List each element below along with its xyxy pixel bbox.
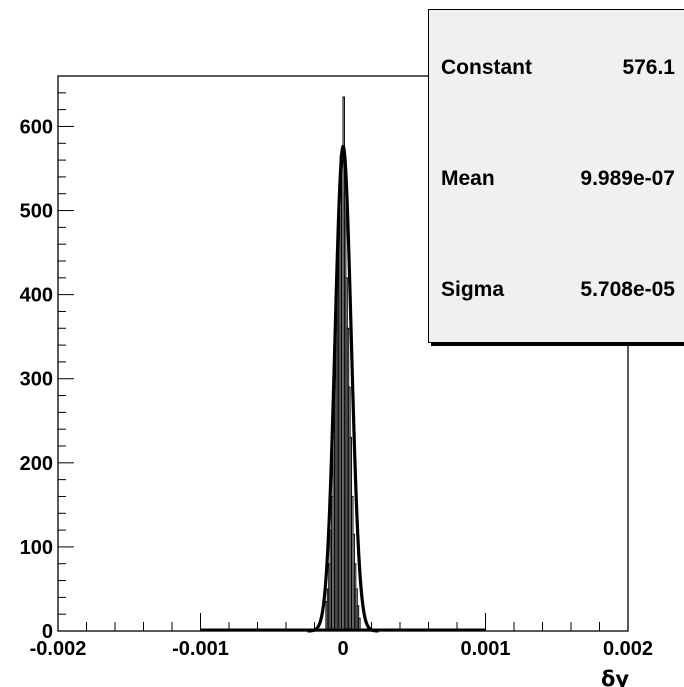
stat-name-mean: Mean <box>441 167 495 190</box>
y-tick-label: 400 <box>20 285 53 307</box>
x-tick-label: 0.002 <box>603 638 653 660</box>
x-tick-label: 0 <box>337 638 348 660</box>
x-tick-label: 0.001 <box>460 638 510 660</box>
stat-row-mean: Mean 9.989e-07 <box>441 167 675 191</box>
y-tick-label: 200 <box>20 453 53 475</box>
stat-value-constant: 576.1 <box>622 56 675 79</box>
stat-value-mean: 9.989e-07 <box>580 167 675 190</box>
x-axis-title: δy <box>601 667 629 687</box>
stat-name-sigma: Sigma <box>441 278 505 301</box>
y-tick-label: 500 <box>20 201 53 223</box>
x-tick-label: -0.001 <box>172 638 229 660</box>
y-tick-label: 600 <box>20 116 53 138</box>
stat-name-constant: Constant <box>441 56 532 79</box>
stat-row-sigma: Sigma 5.708e-05 <box>441 278 675 302</box>
y-tick-label: 300 <box>20 369 53 391</box>
y-tick-label: 0 <box>42 621 53 643</box>
stat-value-sigma: 5.708e-05 <box>580 278 675 301</box>
y-tick-label: 100 <box>20 537 53 559</box>
stats-box: Constant 576.1 Mean 9.989e-07 Sigma 5.70… <box>428 9 684 343</box>
stat-row-constant: Constant 576.1 <box>441 56 675 80</box>
fit-curve <box>307 144 379 633</box>
x-tick-label: -0.002 <box>30 638 87 660</box>
